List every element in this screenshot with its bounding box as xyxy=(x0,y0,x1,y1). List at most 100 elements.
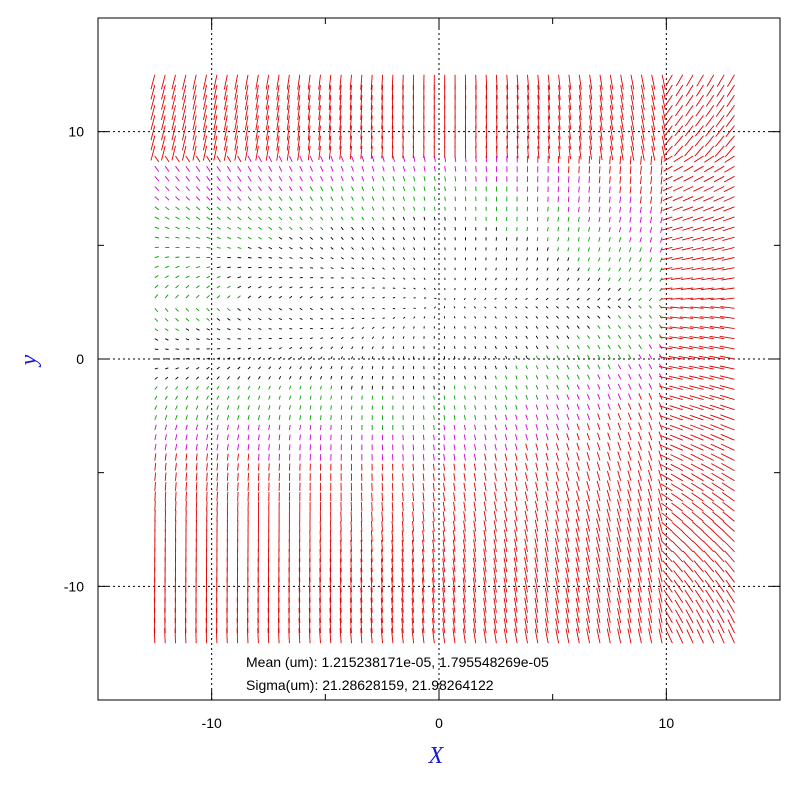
vector-arrow xyxy=(309,226,314,231)
vector-arrow xyxy=(216,414,219,421)
vector-arrow xyxy=(709,355,725,360)
vector-arrow xyxy=(206,414,209,421)
vector-arrow xyxy=(558,95,561,110)
vector-arrow xyxy=(557,247,560,252)
vector-arrow xyxy=(226,491,229,502)
vector-arrow xyxy=(268,206,273,211)
vector-arrow xyxy=(494,287,497,291)
vector-arrow xyxy=(234,74,239,90)
vector-arrow xyxy=(565,618,570,634)
vector-arrow xyxy=(524,500,528,512)
vector-arrow xyxy=(672,541,684,553)
vector-arrow xyxy=(288,444,291,451)
vector-arrow xyxy=(320,405,322,410)
vector-arrow xyxy=(175,367,179,370)
vector-arrow xyxy=(659,375,673,380)
vector-arrow xyxy=(279,328,282,330)
vector-arrow xyxy=(662,216,673,221)
vector-arrow xyxy=(514,462,518,471)
vector-arrow xyxy=(463,306,466,309)
vector-arrow xyxy=(535,443,539,451)
vector-arrow xyxy=(216,338,221,340)
vector-arrow xyxy=(371,236,375,241)
vector-arrow xyxy=(288,434,291,441)
vector-arrow xyxy=(647,479,653,492)
vector-arrow xyxy=(681,246,694,251)
vector-arrow xyxy=(546,325,549,329)
vector-arrow xyxy=(432,511,435,522)
vector-arrow xyxy=(661,115,666,131)
vector-arrow xyxy=(661,236,673,241)
vector-arrow xyxy=(597,335,601,339)
vector-arrow xyxy=(673,570,684,583)
vector-arrow xyxy=(525,404,528,410)
vector-arrow xyxy=(309,434,312,441)
vector-arrow xyxy=(640,74,645,90)
vector-arrow xyxy=(164,462,167,471)
vector-arrow xyxy=(714,155,725,163)
vector-arrow xyxy=(463,463,466,471)
vector-field xyxy=(150,74,735,644)
vector-arrow xyxy=(329,539,332,552)
vector-arrow xyxy=(258,155,262,163)
vector-arrow xyxy=(617,334,622,339)
vector-arrow xyxy=(289,165,293,172)
vector-arrow xyxy=(299,405,302,410)
vector-arrow xyxy=(587,374,591,380)
vector-arrow xyxy=(216,491,218,502)
vector-arrow xyxy=(577,247,580,252)
vector-arrow xyxy=(534,567,539,583)
vector-arrow xyxy=(444,196,446,201)
vector-arrow xyxy=(247,276,252,279)
vector-arrow xyxy=(206,165,211,172)
vector-arrow xyxy=(171,105,176,120)
vector-arrow xyxy=(454,176,457,182)
vector-arrow xyxy=(237,328,241,331)
vector-arrow xyxy=(286,74,290,90)
vector-arrow xyxy=(658,450,663,461)
vector-arrow xyxy=(516,125,519,139)
vector-arrow xyxy=(247,246,252,249)
vector-arrow xyxy=(637,517,642,532)
vector-arrow xyxy=(537,135,540,149)
vector-arrow xyxy=(330,337,334,340)
vector-arrow xyxy=(422,520,425,532)
vector-arrow xyxy=(370,618,373,634)
vector-arrow xyxy=(361,216,365,221)
vector-arrow xyxy=(412,520,415,532)
vector-arrow xyxy=(617,608,622,623)
vector-arrow xyxy=(349,145,352,160)
vector-arrow xyxy=(330,405,332,410)
vector-arrow xyxy=(247,366,251,370)
vector-arrow xyxy=(289,337,293,340)
vector-arrow xyxy=(493,608,497,623)
vector-arrow xyxy=(382,236,385,241)
vector-arrow xyxy=(637,507,642,522)
vector-arrow xyxy=(717,619,725,634)
vector-arrow xyxy=(545,510,549,522)
vector-arrow xyxy=(340,247,344,250)
vector-arrow xyxy=(442,587,446,603)
vector-arrow xyxy=(588,227,591,232)
vector-arrow xyxy=(619,176,622,184)
vector-arrow xyxy=(226,196,232,201)
vector-arrow xyxy=(247,307,252,311)
vector-arrow xyxy=(516,247,518,251)
vector-arrow xyxy=(578,176,580,183)
vector-arrow xyxy=(660,444,673,451)
vector-arrow xyxy=(453,326,456,329)
vector-arrow xyxy=(320,176,324,182)
vector-arrow xyxy=(672,186,683,192)
vector-arrow xyxy=(626,547,632,563)
vector-arrow xyxy=(680,306,694,309)
vector-arrow xyxy=(289,295,293,299)
vector-arrow xyxy=(351,155,355,162)
vector-arrow xyxy=(534,628,539,644)
vector-arrow xyxy=(473,482,477,491)
vector-arrow xyxy=(721,472,735,482)
vector-arrow xyxy=(351,176,354,182)
vector-arrow xyxy=(330,415,332,420)
vector-arrow xyxy=(161,84,166,100)
vector-arrow xyxy=(401,597,404,613)
vector-arrow xyxy=(463,444,466,451)
